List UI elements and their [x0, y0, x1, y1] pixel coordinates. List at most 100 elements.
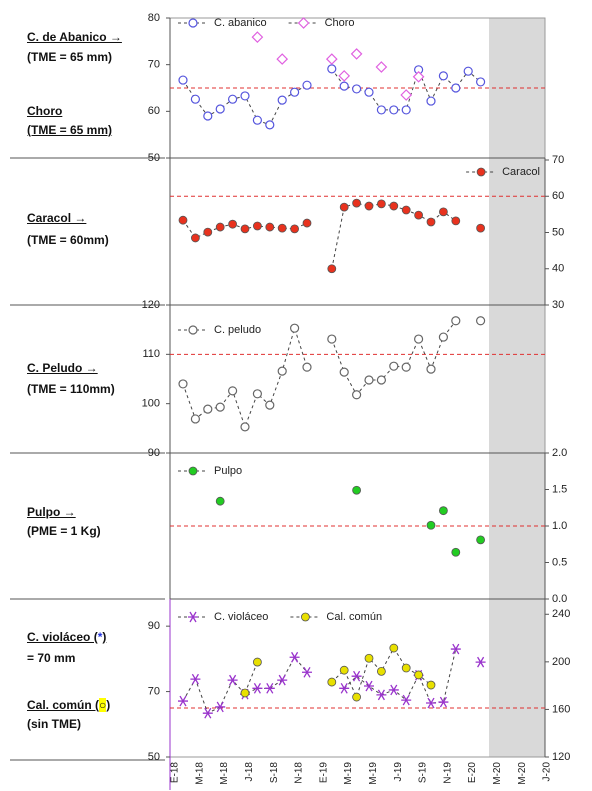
marker: [277, 95, 287, 105]
marker: [178, 695, 188, 707]
marker: [476, 167, 486, 177]
side-label: (TME = 60mm): [27, 233, 109, 247]
marker: [451, 547, 461, 557]
y2-tick-label: 60: [552, 190, 564, 202]
marker: [438, 332, 448, 342]
marker: [327, 677, 337, 687]
series-line: [244, 647, 432, 699]
marker: [476, 223, 486, 233]
marker: [451, 216, 461, 226]
marker: [364, 375, 374, 385]
series-line: [182, 68, 481, 126]
marker: [302, 218, 312, 228]
shaded-period: [489, 18, 545, 757]
side-label: (TME = 65 mm): [27, 123, 113, 137]
marker: [252, 115, 262, 125]
marker: [426, 680, 436, 690]
marker: [178, 75, 188, 85]
marker: [376, 689, 387, 701]
y2-tick-label: 160: [552, 703, 570, 715]
marker: [426, 520, 436, 530]
marker: [376, 105, 386, 115]
series-line: [183, 203, 481, 269]
x-tick-label: N-19: [442, 762, 453, 784]
y-tick-label: 100: [142, 398, 160, 410]
marker: [426, 217, 436, 227]
marker: [450, 643, 461, 655]
marker: [414, 670, 424, 680]
legend-label: C. violáceo: [214, 611, 268, 623]
marker: [426, 697, 436, 709]
x-tick-label: M-19: [343, 762, 354, 785]
marker: [252, 682, 263, 694]
y2-tick-label: 0.5: [552, 556, 567, 568]
x-tick-label: S-18: [269, 762, 280, 784]
marker: [252, 657, 262, 667]
x-tick-label: J-18: [244, 762, 255, 782]
marker: [352, 390, 362, 400]
marker: [412, 70, 425, 83]
marker: [389, 105, 399, 115]
marker: [190, 414, 200, 424]
x-tick-label: N-18: [294, 762, 305, 784]
marker: [240, 422, 250, 432]
y2-tick-label: 1.0: [552, 520, 567, 532]
side-label: C. de Abanico →: [27, 30, 122, 44]
marker: [290, 323, 300, 333]
marker: [475, 656, 486, 668]
side-label-part: ): [102, 630, 107, 644]
legend: C. violáceo Cal. común: [178, 611, 382, 623]
marker: [252, 221, 262, 231]
side-label: (PME = 1 Kg): [27, 524, 101, 538]
legend-label: Pulpo: [214, 465, 242, 477]
marker: [265, 120, 275, 130]
marker: [277, 366, 287, 376]
marker: [476, 77, 486, 87]
marker: [302, 666, 312, 678]
x-tick-label: E-18: [170, 762, 181, 784]
marker: [401, 105, 411, 115]
marker: [302, 80, 312, 90]
marker: [215, 496, 225, 506]
marker: [364, 653, 374, 663]
marker: [190, 94, 200, 104]
legend: Caracol: [466, 166, 540, 178]
marker: [289, 651, 300, 663]
marker: [376, 375, 386, 385]
marker: [276, 53, 289, 65]
marker: [297, 17, 310, 29]
y2-tick-label: 70: [552, 154, 564, 166]
marker: [327, 64, 337, 74]
marker: [463, 66, 473, 76]
marker: [364, 87, 374, 97]
marker: [301, 612, 310, 622]
marker: [339, 202, 349, 212]
marker: [476, 316, 486, 326]
y-tick-label: 70: [148, 685, 160, 697]
side-label-part: Cal. común (: [27, 698, 100, 712]
side-label: Cal. común (○): [27, 698, 110, 712]
marker: [352, 84, 362, 94]
marker: [203, 227, 213, 237]
marker: [277, 223, 287, 233]
panel-borders: [10, 18, 546, 790]
marker: [375, 61, 388, 73]
y2-tick-label: 1.5: [552, 483, 567, 495]
marker: [240, 688, 250, 698]
y-tick-label: 110: [142, 348, 160, 360]
marker: [215, 701, 226, 713]
marker: [364, 201, 374, 211]
x-tick-label: M-18: [194, 762, 205, 785]
y2-tick-label: 50: [552, 226, 564, 238]
marker: [188, 611, 198, 623]
marker: [451, 316, 461, 326]
marker: [426, 364, 436, 374]
side-label-part: C. violáceo (: [27, 630, 98, 644]
marker: [339, 81, 349, 91]
marker: [389, 361, 399, 371]
marker: [426, 96, 436, 106]
marker: [215, 104, 225, 114]
marker: [327, 334, 337, 344]
y-tick-label: 50: [148, 152, 160, 164]
